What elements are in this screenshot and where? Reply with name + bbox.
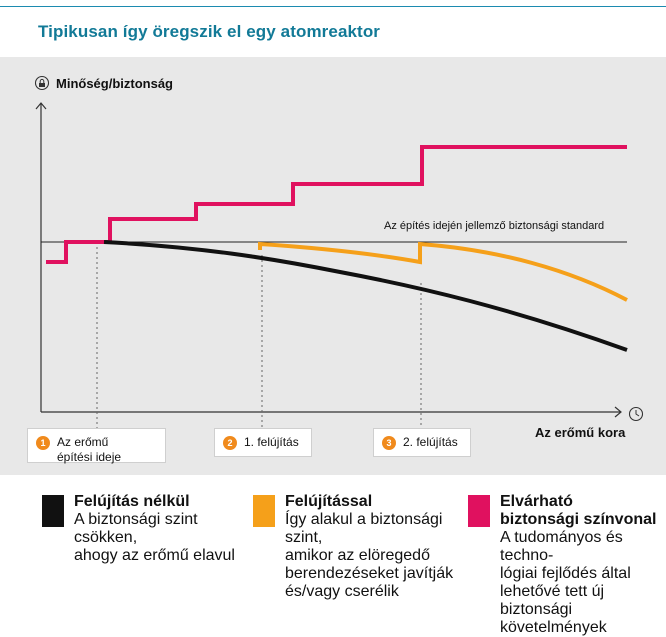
legend-desc-expected: A tudományos és techno- lógiai fejlődés … — [500, 529, 631, 636]
legend-swatch-black — [42, 495, 64, 527]
phase-number-1: 1 — [36, 436, 50, 450]
x-axis-label: Az erőmű kora — [535, 425, 626, 440]
standard-label: Az építés idején jellemző biztonsági sta… — [384, 220, 605, 232]
with-renovation-line — [258, 241, 628, 302]
legend-desc-with-renovation: Így alakul a biztonsági szint, amikor az… — [285, 511, 454, 600]
legend-title-no-renovation: Felújítás nélkül — [74, 493, 190, 510]
phase-number-2: 2 — [223, 436, 237, 450]
no-renovation-line — [103, 240, 628, 352]
phase-label-1: Az erőmű építési ideje — [57, 435, 122, 464]
legend-title-expected: Elvárható biztonsági színvonal — [500, 493, 657, 528]
y-axis-arrow — [35, 102, 47, 110]
phase-box-2: 2 1. felújítás — [214, 428, 312, 457]
y-axis-label: Minőség/biztonság — [56, 76, 173, 91]
phase-number-3: 3 — [382, 436, 396, 450]
phase-label-2: 1. felújítás — [244, 435, 299, 449]
legend-swatch-magenta — [468, 495, 490, 527]
diagram-panel — [0, 57, 666, 475]
legend-title-with-renovation: Felújítással — [285, 493, 373, 510]
page-title: Tipikusan így öregszik el egy atomreakto… — [38, 22, 381, 41]
legend-swatch-orange — [253, 495, 275, 527]
x-axis-arrow — [614, 406, 622, 418]
legend-desc-no-renovation: A biztonsági szint csökken, ahogy az erő… — [74, 511, 235, 564]
top-rule — [0, 6, 666, 7]
lock-icon — [34, 75, 50, 91]
expected-standard-line — [46, 145, 627, 264]
phase-label-3: 2. felújítás — [403, 435, 458, 449]
phase-box-3: 3 2. felújítás — [373, 428, 471, 457]
clock-icon — [628, 406, 644, 422]
diagram-svg — [34, 75, 644, 428]
phase-box-1: 1 Az erőmű építési ideje — [27, 428, 166, 464]
